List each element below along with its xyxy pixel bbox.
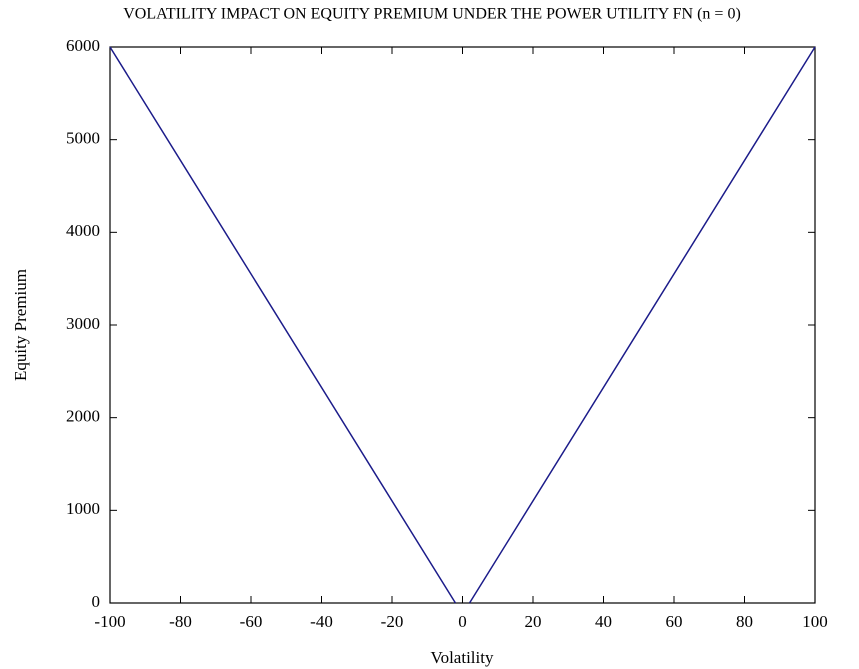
- y-tick-label: 5000: [66, 129, 100, 148]
- y-tick-label: 2000: [66, 407, 100, 426]
- y-tick-label: 3000: [66, 314, 100, 333]
- x-tick-label: 60: [666, 612, 683, 631]
- y-tick-label: 4000: [66, 221, 100, 240]
- y-tick-label: 6000: [66, 36, 100, 55]
- y-tick-label: 0: [92, 592, 101, 611]
- x-tick-label: -40: [310, 612, 333, 631]
- x-tick-label: -20: [381, 612, 404, 631]
- data-line: [109, 46, 816, 604]
- x-tick-label: 100: [802, 612, 828, 631]
- x-tick-label: -100: [94, 612, 125, 631]
- y-axis-label: Equity Premium: [11, 269, 30, 381]
- y-tick-label: 1000: [66, 499, 100, 518]
- plot-frame: [109, 46, 816, 604]
- x-tick-label: -60: [240, 612, 263, 631]
- x-tick-label: 80: [736, 612, 753, 631]
- x-tick-label: 40: [595, 612, 612, 631]
- x-tick-label: -80: [169, 612, 192, 631]
- chart-title: VOLATILITY IMPACT ON EQUITY PREMIUM UNDE…: [123, 6, 741, 23]
- x-tick-label: 0: [458, 612, 467, 631]
- x-axis-label: Volatility: [431, 648, 494, 667]
- x-tick-label: 20: [525, 612, 542, 631]
